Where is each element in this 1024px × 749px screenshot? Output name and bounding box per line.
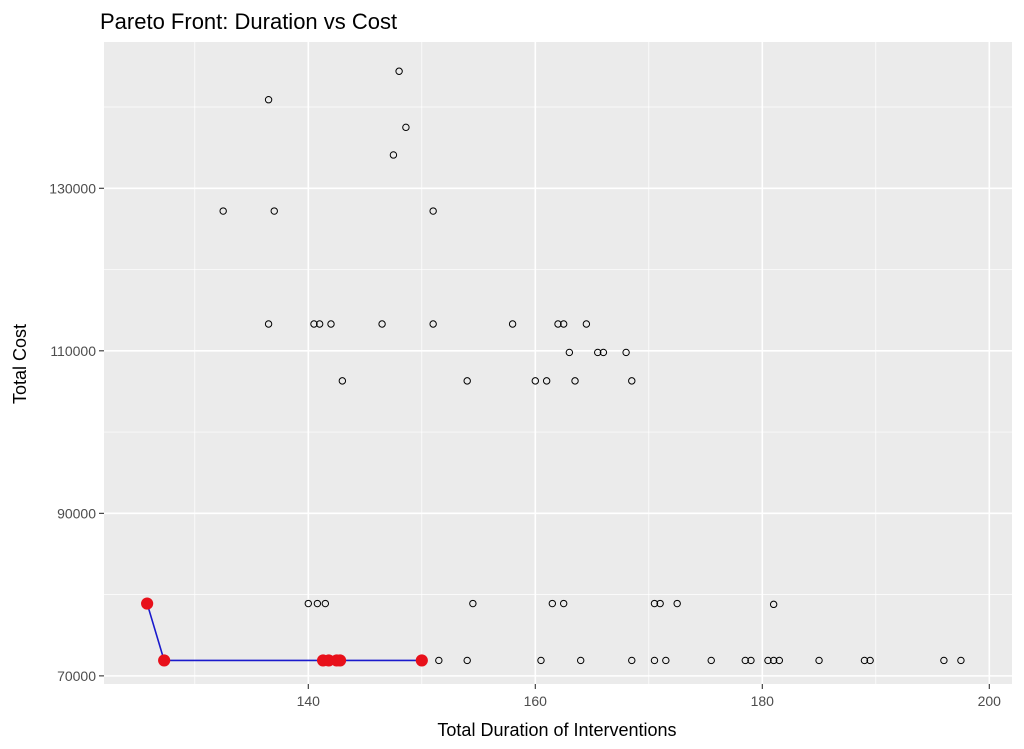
y-tick-label: 70000: [57, 668, 96, 684]
data-point: [565, 348, 574, 357]
data-point: [650, 656, 659, 665]
data-point: [866, 656, 874, 665]
data-point: [860, 656, 869, 665]
data-point: [764, 656, 772, 665]
data-point: [662, 656, 670, 665]
data-point: [673, 599, 681, 608]
data-point: [594, 348, 602, 357]
data-point: [327, 320, 335, 328]
data-point: [769, 656, 778, 665]
scatter-points: [219, 67, 965, 665]
data-point: [435, 656, 443, 665]
data-point: [378, 320, 386, 328]
grid-lines: [104, 42, 1012, 684]
data-point: [338, 377, 347, 385]
data-point: [264, 95, 273, 104]
data-point: [957, 656, 965, 665]
data-point: [559, 599, 568, 608]
data-point: [559, 320, 568, 328]
data-point: [554, 320, 562, 328]
pareto-point: [158, 654, 171, 667]
data-point: [656, 599, 664, 608]
data-point: [628, 377, 636, 385]
data-point: [577, 656, 585, 665]
y-tick-label: 110000: [50, 343, 96, 359]
data-point: [429, 320, 437, 328]
x-axis-title: Total Duration of Interventions: [437, 720, 676, 740]
y-axis-title: Total Cost: [10, 324, 30, 404]
pareto-point: [415, 654, 428, 667]
data-point: [741, 656, 749, 665]
data-point: [395, 67, 403, 75]
data-point: [313, 599, 322, 608]
data-point: [321, 599, 330, 608]
data-point: [270, 207, 278, 215]
x-tick-label: 180: [751, 693, 775, 709]
data-point: [622, 348, 630, 357]
data-point: [628, 656, 636, 665]
x-tick-label: 200: [978, 693, 1002, 709]
data-point: [542, 377, 551, 385]
data-point: [508, 320, 517, 328]
data-point: [940, 656, 948, 665]
data-point: [571, 377, 579, 385]
y-tick-label: 90000: [57, 505, 96, 521]
data-point: [548, 599, 557, 608]
data-point: [315, 320, 324, 328]
pareto-front: [141, 597, 428, 667]
data-point: [304, 599, 312, 608]
data-point: [389, 151, 398, 159]
data-point: [469, 599, 477, 608]
x-axis: 140 160 180 200: [297, 684, 1002, 709]
data-point: [310, 320, 318, 328]
data-point: [463, 656, 471, 665]
data-point: [264, 320, 273, 328]
data-point: [537, 656, 545, 665]
data-point: [775, 656, 784, 665]
data-point: [219, 207, 227, 215]
y-axis: 70000 90000 110000 130000: [49, 180, 104, 684]
data-point: [599, 348, 608, 357]
pareto-point: [141, 597, 154, 610]
data-point: [650, 599, 659, 608]
chart-title: Pareto Front: Duration vs Cost: [100, 9, 397, 34]
plot-panel: [104, 42, 1012, 684]
data-point: [769, 600, 778, 609]
data-point: [707, 656, 715, 665]
data-point: [747, 656, 755, 665]
pareto-point: [333, 654, 347, 667]
data-point: [815, 656, 823, 665]
data-point: [582, 320, 591, 328]
y-tick-label: 130000: [49, 180, 96, 196]
x-tick-label: 140: [297, 693, 321, 709]
data-point: [429, 207, 437, 215]
data-point: [463, 377, 471, 385]
x-tick-label: 160: [524, 693, 548, 709]
data-point: [531, 377, 539, 385]
data-point: [402, 123, 410, 132]
